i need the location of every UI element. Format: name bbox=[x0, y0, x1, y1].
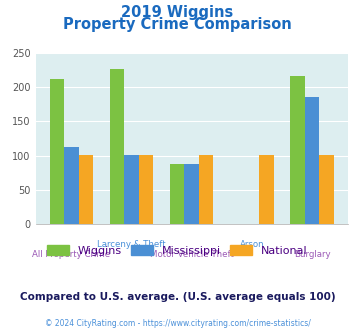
Bar bbox=[199, 155, 213, 224]
Bar bbox=[319, 155, 334, 224]
Bar bbox=[305, 97, 319, 224]
Text: Motor Vehicle Theft: Motor Vehicle Theft bbox=[150, 250, 234, 259]
Text: Property Crime Comparison: Property Crime Comparison bbox=[63, 16, 292, 31]
Bar bbox=[78, 155, 93, 224]
Text: 2019 Wiggins: 2019 Wiggins bbox=[121, 5, 234, 20]
Bar bbox=[64, 147, 78, 224]
Text: Larceny & Theft: Larceny & Theft bbox=[97, 240, 166, 248]
Legend: Wiggins, Mississippi, National: Wiggins, Mississippi, National bbox=[43, 241, 312, 260]
Bar bbox=[185, 164, 199, 224]
Bar bbox=[290, 76, 305, 224]
Text: © 2024 CityRating.com - https://www.cityrating.com/crime-statistics/: © 2024 CityRating.com - https://www.city… bbox=[45, 319, 310, 328]
Bar bbox=[259, 155, 274, 224]
Text: Burglary: Burglary bbox=[294, 250, 331, 259]
Text: Arson: Arson bbox=[240, 240, 264, 248]
Bar bbox=[50, 79, 64, 224]
Bar bbox=[170, 164, 185, 224]
Bar bbox=[124, 155, 139, 224]
Text: Compared to U.S. average. (U.S. average equals 100): Compared to U.S. average. (U.S. average … bbox=[20, 292, 335, 302]
Bar bbox=[110, 69, 124, 224]
Bar bbox=[139, 155, 153, 224]
Text: All Property Crime: All Property Crime bbox=[32, 250, 110, 259]
